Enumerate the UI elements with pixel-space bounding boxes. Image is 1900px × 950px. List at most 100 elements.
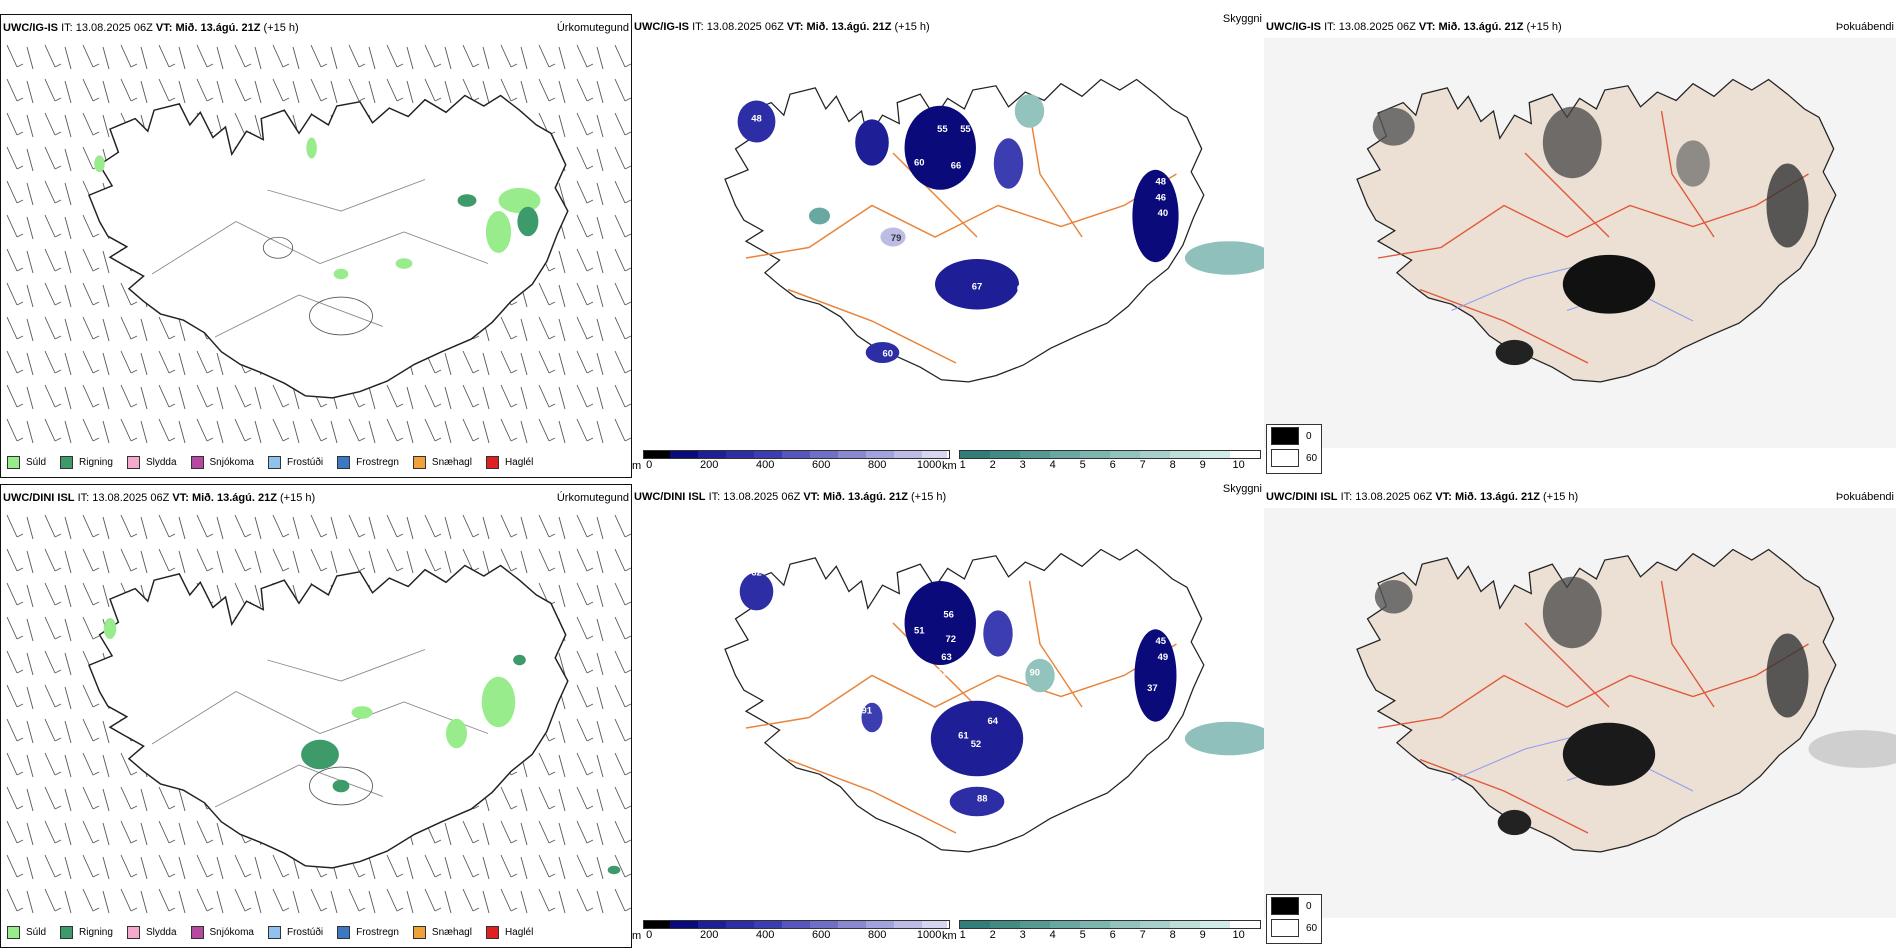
colorbar-tick: 800 [867,929,887,941]
svg-text:48: 48 [1156,177,1167,188]
vt-value: Mið. 13.ágú. 21Z [1454,491,1540,503]
it-label: IT: [1340,491,1353,503]
fog-index-areas [1372,106,1809,366]
legend-item: 60 [1267,917,1321,939]
fog-legend: 0 60 [1266,894,1322,944]
svg-text:55: 55 [960,124,971,135]
legend-item: Rigning [60,925,113,939]
legend-item: Frostregn [337,925,399,939]
height-colorbar: m 0 200 400 600 800 1000 [632,450,951,472]
svg-text:60: 60 [883,349,894,360]
svg-text:52: 52 [971,739,982,750]
vt-label: VT: [1418,21,1436,33]
svg-text:60: 60 [914,158,925,169]
visibility-colorbar: km 1 2 3 4 5 6 7 8 9 10 [942,920,1261,942]
visibility-panel-bottom: UWC/DINI ISL IT: 13.08.2025 06Z VT: Mið.… [632,484,1264,948]
colorbar-tick: 8 [1169,459,1176,471]
visibility-colorbar: km 1 2 3 4 5 6 7 8 9 10 [942,450,1261,472]
legend-swatch [337,455,351,469]
colorbar-tick: 2 [989,459,996,471]
precip-map [1,39,631,449]
height-colorbar: m 0 200 400 600 800 1000 [632,920,951,942]
colorbar-tick: 400 [755,929,775,941]
lead-time: (+15 h) [263,22,299,34]
legend-item: Snæhagl [412,925,472,939]
legend-swatch [485,925,499,939]
legend-swatch [7,455,20,469]
panel-header: UWC/DINI ISL IT: 13.08.2025 06Z VT: Mið.… [1266,486,1894,508]
legend-item: Frostúði [267,925,323,939]
panel-title: Þokuábendi [1835,21,1894,33]
colorbar-tick: 800 [867,459,887,471]
panel-header: UWC/DINI ISL IT: 13.08.2025 06Z VT: Mið.… [634,484,1262,508]
value-labels: 48 55 55 60 66 84 48 46 40 64 67 60 79 60 [751,114,1168,360]
fog-index-areas [1374,576,1896,836]
it-value: 13.08.2025 06Z [92,492,170,504]
svg-text:45: 45 [1156,636,1167,647]
it-value: 13.08.2025 06Z [75,22,153,34]
legend-label: Haglél [504,926,534,938]
fog-legend: 0 60 [1266,424,1322,474]
model-name: UWC/DINI ISL [634,491,706,503]
visibility-areas [809,94,1264,275]
lead-time: (+15 h) [910,491,947,503]
legend-item: 0 [1267,425,1321,447]
terrain-height-areas [739,572,1177,817]
legend-label: Súld [26,456,47,468]
panel-title: Skyggni [1222,14,1262,25]
legend-item: Haglél [485,925,534,939]
roads [1377,580,1809,834]
legend-item: Snæhagl [412,455,472,469]
legend-swatch [60,455,74,469]
it-value: 13.08.2025 06Z [1338,21,1416,33]
roads [151,649,489,808]
model-name: UWC/DINI ISL [1266,491,1338,503]
colorbar-tick: 6 [1109,459,1116,471]
roads [745,580,1177,834]
svg-text:62: 62 [937,668,948,679]
colorbar-tick: 10 [1232,929,1245,941]
svg-text:66: 66 [951,161,962,172]
svg-text:37: 37 [1147,683,1158,694]
legend-item: Slydda [126,455,177,469]
vt-value: Mið. 13.ágú. 21Z [191,492,277,504]
precip-map [1,509,631,919]
legend-item: Snjókoma [190,455,254,469]
terrain-height-areas [737,100,1179,363]
colorbar-tick: 4 [1049,929,1056,941]
roads [745,110,1177,364]
svg-text:55: 55 [937,124,948,135]
precip-panel-bottom: UWC/DINI ISL IT: 13.08.2025 06Z VT: Mið.… [0,484,632,948]
legend-label: Súld [26,926,47,938]
svg-text:79: 79 [891,233,902,244]
svg-text:49: 49 [1158,652,1169,663]
colorbar-tick: 1 [959,929,966,941]
colorbar-tick: 1 [959,459,966,471]
colorbar-tick: 6 [1109,929,1116,941]
legend-label: 0 [1306,900,1312,912]
svg-text:67: 67 [972,282,983,293]
panel-title: Skyggni [1222,484,1262,495]
svg-text:40: 40 [1158,208,1169,219]
visibility-areas [1025,658,1264,756]
model-name: UWC/IG-IS [3,22,58,34]
legend-label: Haglél [504,456,534,468]
legend-item: Frostregn [337,455,399,469]
svg-text:64: 64 [1024,218,1035,229]
legend-item: Slydda [126,925,177,939]
svg-text:68: 68 [1019,647,1030,658]
precip-drizzle [103,618,516,749]
precip-legend: Súld Rigning Slydda Snjókoma Frostúði Fr… [7,453,547,471]
colorbar-tick: 9 [1199,929,1206,941]
svg-text:84: 84 [977,171,988,182]
colorbar-tick: 3 [1019,929,1026,941]
colorbar-tick: 600 [811,929,831,941]
colorbar-unit: m [632,460,642,472]
fog-map [1264,38,1896,448]
panel-header: UWC/IG-IS IT: 13.08.2025 06Z VT: Mið. 13… [3,17,629,39]
svg-text:61: 61 [958,731,969,742]
it-value: 13.08.2025 06Z [723,491,801,503]
legend-swatch [190,455,204,469]
vt-value: Mið. 13.ágú. 21Z [822,491,908,503]
